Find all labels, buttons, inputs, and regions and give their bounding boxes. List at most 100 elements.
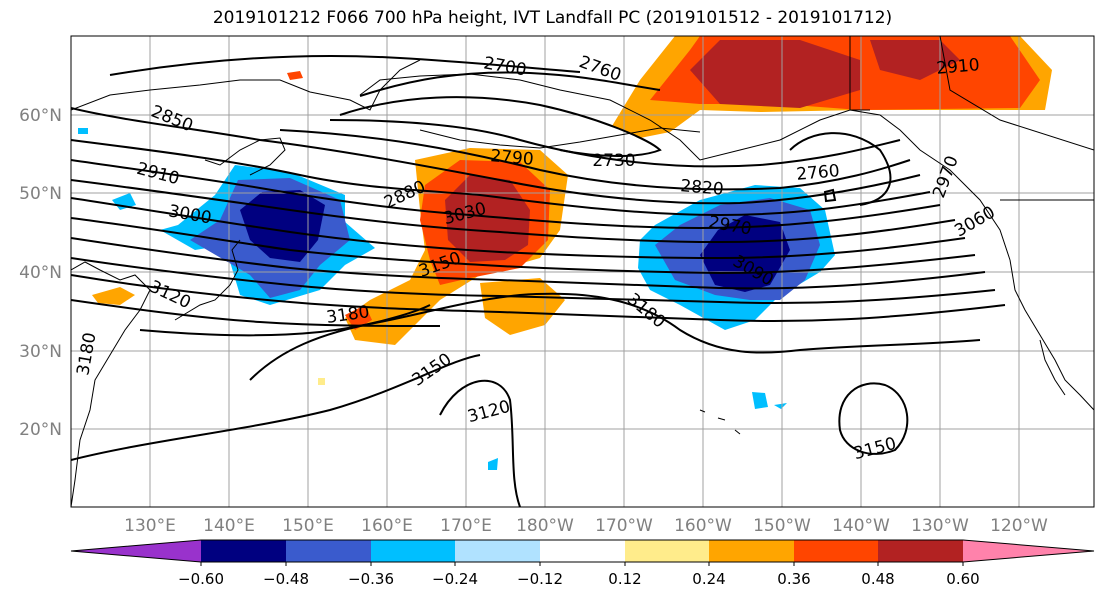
colorbar-segment [625,540,709,562]
longitude-label: 160°W [674,516,732,536]
colorbar-extend-high [963,540,1094,562]
shading-negative-small [488,458,498,470]
contour-label: 2970 [929,153,963,200]
latitude-labels: 60°N 50°N 40°N 30°N 20°N [19,106,62,440]
contour-3150 [139,304,431,337]
colorbar-tick-label: −0.48 [263,570,309,588]
contour-2700-2730 [359,71,661,97]
contour-3150-loop-east [838,382,909,455]
longitude-label: 150°E [282,516,334,536]
longitude-label: 120°W [990,516,1048,536]
contour-3120 [71,299,441,327]
shading-positive-small [92,287,135,305]
contour-label: 2760 [796,161,841,185]
longitude-labels: 130°E 140°E 150°E 160°E 170°E 180°W 170°W 160°W… [124,516,1048,536]
contour-alaska-trough [789,132,892,206]
colorbar-segment [455,540,540,562]
longitude-label: 170°W [595,516,653,536]
contour-label: 3150 [409,349,456,390]
contour-2970 [71,197,966,260]
contour-3000 [71,217,976,275]
border-alaska [849,36,870,111]
colorbar: −0.60 −0.48 −0.36 −0.24 −0.12 0.12 0.24 0.36 0.4… [70,539,1095,588]
contour-label: 3180 [73,331,100,377]
coastline-siberia [71,59,421,111]
colorbar-extend-low [71,540,201,562]
contour-3150-south [71,354,481,461]
contour-2790 [329,119,901,168]
latitude-label: 30°N [19,342,62,362]
longitude-label: 140°W [832,516,890,536]
contour-2820 [279,129,911,191]
contour-2730 [339,96,662,157]
colorbar-segment [201,540,286,562]
longitude-label: 130°E [124,516,176,536]
colorbar-segment [286,540,371,562]
contour-3120-loop [439,379,521,507]
contour-label: 2850 [148,102,196,137]
coastline-hawaii [699,409,741,435]
coastline-kamchatka [204,137,286,176]
colorbar-segment [371,540,455,562]
colorbar-segment [794,540,878,562]
colorbar-tick-label: 0.24 [692,570,725,588]
longitude-label: 160°E [361,516,413,536]
latitude-label: 60°N [19,106,62,126]
shading-layer [78,36,1052,470]
contour-label: 3120 [146,277,194,313]
height-contours [71,54,1006,507]
latitude-label: 40°N [19,263,62,283]
colorbar-tick-label: −0.60 [178,570,224,588]
shading-positive-small [287,71,303,80]
contour-low-gulf [823,188,837,203]
coastline-alaska [359,73,1011,261]
contour-label: 3120 [466,397,513,428]
colorbar-tick-label: 0.36 [777,570,810,588]
shading-positive-central [480,278,565,335]
coastline-aleutians [419,127,701,149]
coastline-japan [174,239,241,321]
map-frame [70,35,1095,508]
colorbar-segment [540,540,625,562]
colorbar-tick-label: 0.48 [861,570,894,588]
longitude-label: 170°E [440,516,492,536]
colorbar-segment [709,540,794,562]
contour-3060 [71,257,996,305]
contour-2760 [109,54,581,76]
colorbar-tick-label: −0.36 [348,570,394,588]
contour-3180 [249,292,981,381]
coastline-asia [71,261,151,507]
shading-negative-small [774,403,787,409]
shading-negative-small [78,128,88,134]
coastlines [71,36,1094,507]
latitude-label: 20°N [19,420,62,440]
border-canada-inland [939,36,1094,151]
longitude-label: 150°W [753,516,811,536]
map-title: 2019101212 F066 700 hPa height, IVT Land… [212,8,893,28]
shading-positive-small [318,378,325,385]
contour-2940 [71,179,956,244]
contour-label: 2730 [592,151,635,171]
colorbar-tick-label: 0.60 [946,570,979,588]
contour-label: 3150 [852,434,899,465]
colorbar-segment [878,540,963,562]
longitude-label: 140°E [203,516,255,536]
contour-label: 2790 [490,146,535,170]
contour-3030 [71,237,986,290]
contour-label: 2820 [680,176,725,200]
contour-3090 [71,274,1006,323]
contour-label: 2910 [936,55,981,79]
contour-2880 [71,139,931,217]
colorbar-tick-label: −0.12 [517,570,563,588]
shading-positive-gulf [690,40,860,108]
contour-label: 3060 [951,203,998,242]
colorbar-tick-label: −0.24 [432,570,478,588]
coastline-us-west [1009,259,1094,411]
colorbar-tick-label: 0.12 [608,570,641,588]
shading-negative-small [752,392,768,409]
longitude-label: 130°W [911,516,969,536]
coastline-baja [1039,339,1066,396]
shading-positive-gulf [870,40,960,80]
contour-2910 [71,159,941,230]
